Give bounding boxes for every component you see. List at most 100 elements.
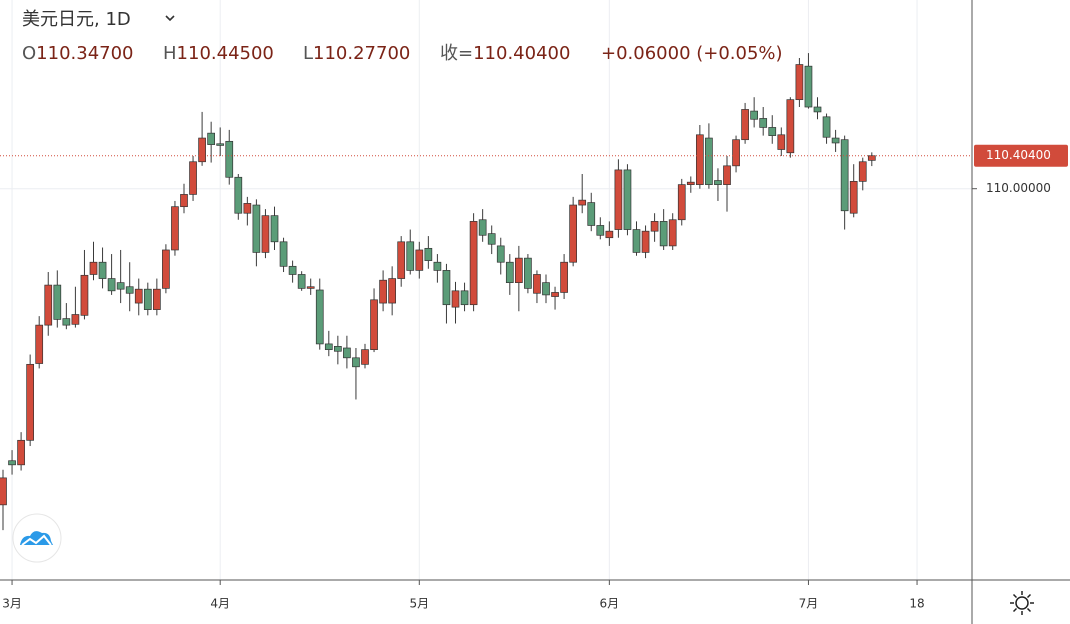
ohlc-label: H [163,43,177,64]
candle-body [134,288,143,304]
candle-body [496,245,505,263]
candle-body [53,284,62,320]
candle-body [524,257,532,289]
candle-body [270,215,279,243]
candle-body [207,132,215,145]
x-tick-label: 6月 [600,597,620,611]
ohlc-low: L110.27700 [303,43,410,64]
candle-body [153,288,161,310]
candle-body [578,199,587,206]
candle-body [587,202,596,226]
chart-title[interactable]: 美元日元, 1D [22,9,131,30]
icon-circle[interactable] [1015,596,1029,610]
candle-body [750,110,759,120]
candle-body [216,143,225,146]
candle-body [858,161,867,182]
last-price-tag [974,144,1068,167]
candle-body [107,278,116,292]
candle-body [677,184,686,221]
candle-body [542,282,550,296]
candle-body [623,169,632,230]
last-price-label: 110.40400 [986,148,1051,162]
candle-body [89,261,98,275]
candle-body [714,180,722,185]
candle-body [324,343,333,350]
candle-body [451,290,460,308]
candle-body [26,363,34,441]
icon-rays[interactable] [1010,591,1034,615]
candle-body [288,265,297,275]
title-chevron[interactable] [165,15,175,22]
candle-body [379,279,387,304]
candle-body [252,204,261,253]
candle-body [388,278,396,304]
candle-body [487,233,496,245]
candle-body [668,219,677,247]
candle-body [71,314,80,325]
candle-body [162,249,170,289]
x-tick-label: 5月 [409,597,429,611]
candle-body [297,274,306,289]
candle-body [234,176,243,214]
candle-body [406,241,415,271]
candle-body [352,357,360,368]
candle-body [98,261,107,279]
candle-body [605,230,614,239]
candle-body [171,206,179,251]
candle-body [705,137,713,185]
candle-body [741,109,749,141]
candle-body [189,161,197,195]
candle-body [17,439,25,466]
candle-body [478,219,487,236]
candle-body [424,247,433,261]
candle-body [279,241,288,267]
ohlc-label: O [22,43,36,64]
candle-body [415,249,424,271]
ohlc-value: 110.44500 [177,43,274,64]
candle-body [560,261,568,293]
candle-body [867,155,876,161]
candle-body [315,289,324,345]
candle-body [632,229,641,253]
candle-body [143,288,152,310]
candle-body [759,118,768,128]
candle-body [44,284,53,326]
ohlc-value: 110.27700 [313,43,410,64]
logo-line[interactable] [21,534,52,546]
y-tick-label: 110.00000 [986,181,1051,195]
settings-icon[interactable] [1010,591,1034,615]
candle-body [261,215,270,253]
ohlc-high: H110.44500 [163,43,274,64]
candle-body [849,181,858,214]
candle-body [433,261,442,271]
candle-body [822,116,831,138]
ohlc-label: L [303,43,313,64]
candle-body [813,106,822,113]
candle-body [569,204,578,263]
candle-body [686,181,695,185]
candle-body [116,282,125,290]
candle-body [695,134,704,185]
ohlc-value: 110.34700 [36,43,133,64]
candles [0,53,876,531]
candle-body [505,261,514,283]
candle-body [723,165,731,185]
candle-body [397,241,406,279]
candle-body [243,203,252,214]
candle-body [831,137,840,144]
candle-body [8,460,16,466]
ohlc-open: O110.34700 [22,43,134,64]
candle-body [370,299,378,350]
candle-body [786,99,795,154]
change: +0.06000 (+0.05%) [601,43,783,64]
candle-body [614,169,623,230]
candle-body [795,64,804,101]
x-tick-label: 7月 [799,597,819,611]
candle-body [469,221,478,306]
logo[interactable] [12,513,62,563]
x-tick-label: 18 [909,597,924,611]
ohlc-value: 110.40400 [473,43,570,64]
candle-body [804,65,813,108]
candle-body [533,274,541,294]
